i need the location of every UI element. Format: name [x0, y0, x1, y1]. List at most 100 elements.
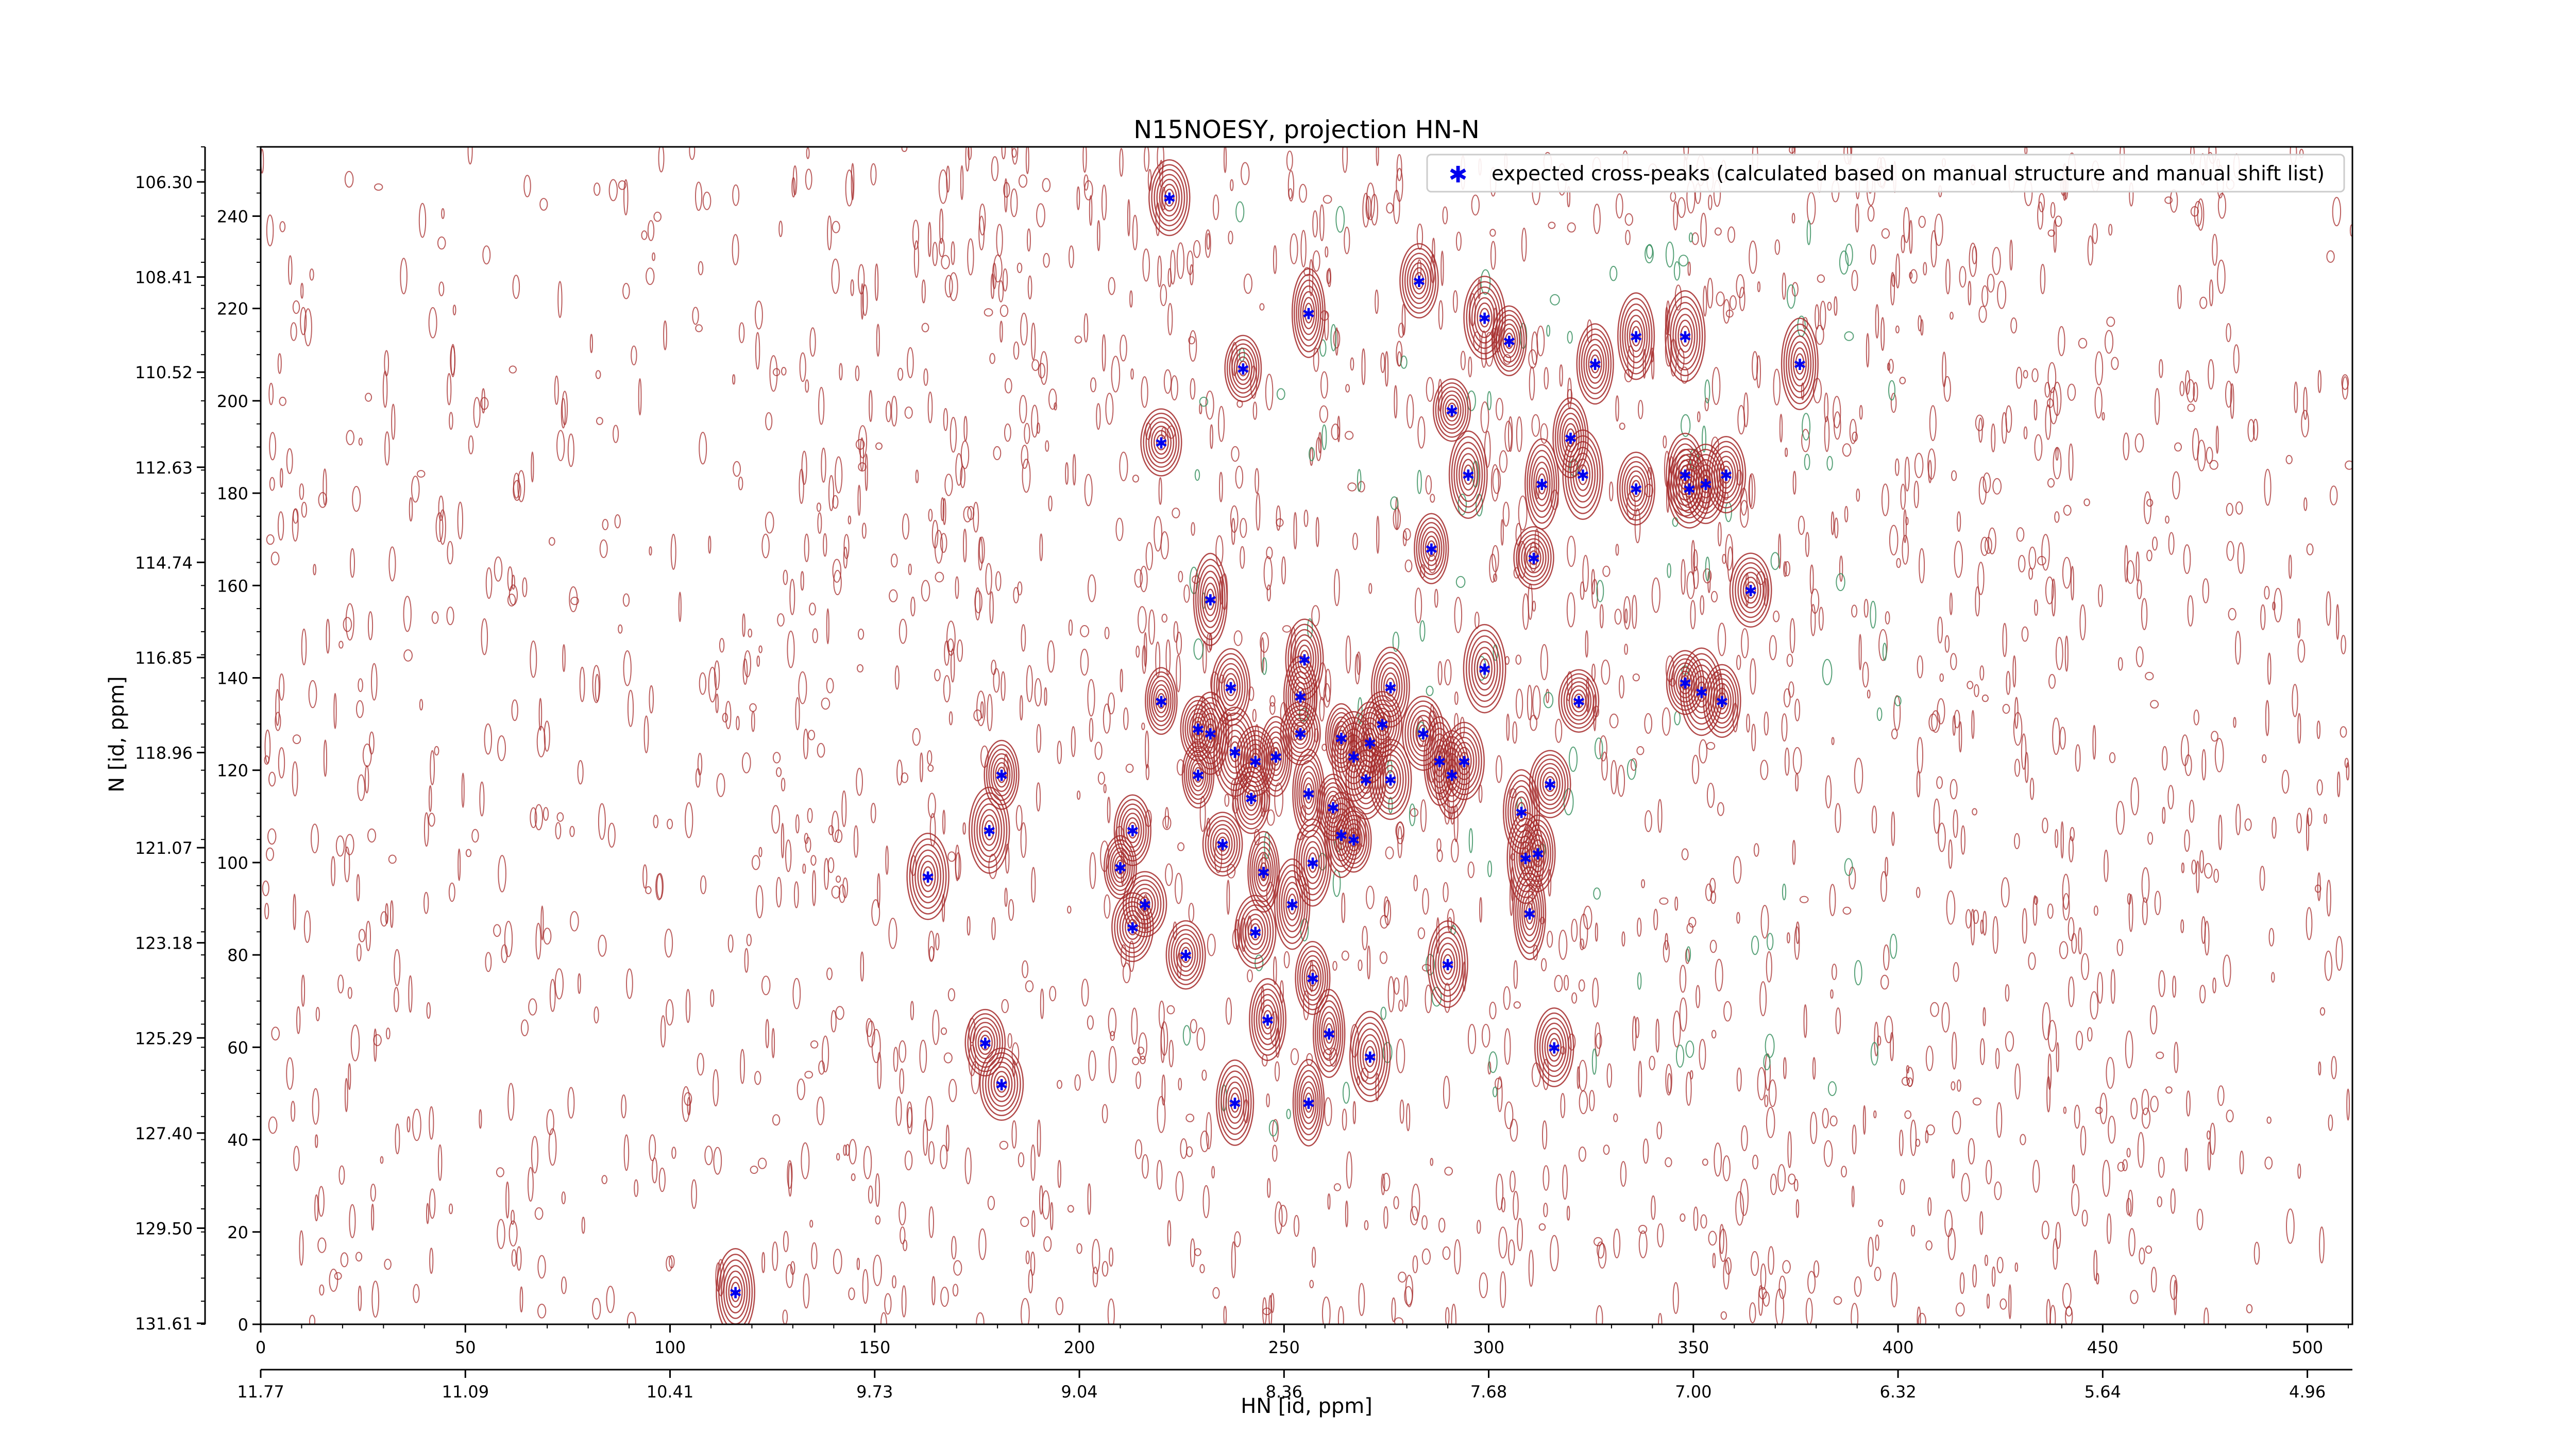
noise-contour — [1653, 908, 1658, 931]
noise-contour — [606, 1286, 615, 1313]
noise-contour — [1532, 600, 1536, 612]
noise-contour — [1212, 194, 1219, 221]
noise-contour — [2005, 405, 2012, 433]
noise-contour — [732, 184, 740, 206]
noise-contour — [1792, 747, 1802, 774]
noise-contour — [419, 699, 423, 711]
noise-contour — [1057, 740, 1062, 764]
y-ppm-tick-label: 114.74 — [135, 553, 193, 572]
noise-contour — [1548, 222, 1556, 229]
peak-contour — [1362, 1040, 1378, 1073]
noise-contour — [1751, 723, 1756, 752]
noise-contour — [548, 1128, 557, 1166]
peak-contour — [1337, 810, 1370, 869]
noise-contour — [1380, 352, 1385, 373]
noise-contour — [1842, 906, 1852, 915]
negative-contour — [1276, 388, 1285, 400]
noise-contour — [1039, 533, 1043, 562]
noise-contour — [1795, 772, 1799, 792]
peak-contour — [1296, 279, 1321, 347]
peak-contour — [1712, 683, 1732, 719]
noise-contour — [299, 483, 304, 500]
noise-contour — [1120, 668, 1123, 693]
noise-contour — [1145, 764, 1150, 781]
peak-contour — [1539, 1017, 1569, 1077]
peak-contour — [1318, 1006, 1340, 1061]
noise-contour — [618, 180, 626, 190]
noise-contour — [809, 327, 816, 357]
noise-contour — [1739, 500, 1749, 528]
cross-peak-marker: ✱ — [1679, 675, 1691, 693]
noise-contour — [781, 778, 786, 791]
noise-contour — [1624, 213, 1634, 226]
noise-contour — [678, 592, 682, 622]
peak-contour — [1412, 267, 1427, 295]
noise-contour — [2063, 504, 2072, 516]
negative-contour — [1235, 201, 1245, 223]
peak-contour — [1232, 762, 1270, 834]
noise-contour — [1442, 206, 1448, 225]
noise-contour — [1262, 1297, 1267, 1324]
noise-contour — [993, 446, 1002, 461]
noise-contour — [484, 723, 493, 755]
peak-contour — [1294, 1064, 1323, 1141]
peak-contour — [1148, 159, 1191, 237]
noise-contour — [1972, 1264, 1977, 1288]
noise-contour — [2137, 579, 2142, 600]
noise-contour — [1034, 678, 1042, 706]
peak-contour — [1563, 677, 1595, 725]
noise-contour — [1261, 853, 1266, 881]
noise-contour — [2063, 1106, 2067, 1114]
noise-contour — [2016, 527, 2025, 542]
noise-contour — [755, 885, 764, 919]
noise-contour — [428, 307, 437, 339]
noise-contour — [1829, 1115, 1838, 1126]
noise-contour — [699, 672, 707, 695]
noise-contour — [2204, 863, 2213, 879]
noise-contour — [1274, 1061, 1280, 1082]
noise-contour — [787, 1160, 793, 1189]
peak-contour — [1500, 323, 1518, 359]
peak-contour — [984, 739, 1020, 810]
peak-contour — [1280, 701, 1321, 766]
noise-contour — [1219, 471, 1223, 502]
legend: ✱ expected cross-peaks (calculated based… — [1426, 154, 2345, 193]
noise-contour — [1467, 861, 1475, 879]
negative-contour — [1806, 220, 1811, 245]
noise-contour — [2041, 534, 2050, 571]
peak-contour — [1223, 673, 1239, 701]
peak-contour — [1721, 465, 1731, 484]
peak-contour — [1678, 670, 1692, 695]
y-ppm-tick-label: 112.63 — [135, 458, 193, 478]
noise-contour — [2217, 193, 2226, 219]
noise-contour — [538, 698, 543, 731]
noise-contour — [947, 988, 956, 1002]
peak-contour — [1153, 430, 1169, 455]
noise-contour — [1398, 999, 1404, 1012]
noise-contour — [1784, 747, 1790, 776]
noise-contour — [955, 453, 963, 486]
noise-contour — [1529, 366, 1535, 401]
noise-contour — [2022, 908, 2028, 944]
peak-contour — [1583, 339, 1607, 389]
noise-contour — [429, 1106, 434, 1140]
noise-contour — [1416, 223, 1423, 250]
noise-contour — [1130, 368, 1134, 380]
peak-contour — [1453, 442, 1483, 508]
noise-contour — [704, 1145, 713, 1166]
noise-contour — [482, 245, 491, 265]
noise-contour — [461, 772, 465, 808]
noise-contour — [1020, 1217, 1029, 1227]
peak-contour — [1617, 292, 1655, 380]
noise-contour — [1089, 717, 1094, 743]
peak-contour — [1781, 317, 1819, 411]
peak-contour — [1131, 883, 1159, 925]
noise-contour — [384, 431, 390, 466]
peak-contour — [1471, 641, 1498, 697]
noise-contour — [418, 203, 427, 238]
noise-contour — [2206, 1130, 2211, 1140]
noise-contour — [1851, 604, 1858, 618]
noise-contour — [756, 655, 760, 667]
noise-contour — [1665, 307, 1669, 335]
peak-contour — [1249, 836, 1278, 907]
